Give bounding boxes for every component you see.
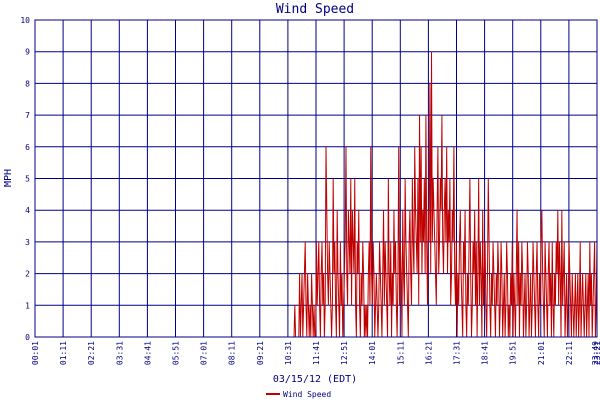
y-axis-label: MPH <box>3 169 14 187</box>
x-tick-label: 02:21 <box>87 341 96 365</box>
x-tick-label: 22:11 <box>565 341 574 365</box>
y-tick-label: 6 <box>25 143 30 152</box>
x-tick-label: 08:11 <box>228 341 237 365</box>
x-tick-label: 04:41 <box>143 341 152 365</box>
x-axis-ticks: 00:01 01:11 02:21 03:31 04:41 05:51 07:01 08:11… <box>31 341 600 365</box>
x-tick-label: 07:01 <box>200 341 209 365</box>
y-tick-label: 3 <box>25 238 30 247</box>
x-axis-label: 03/15/12 (EDT) <box>273 374 357 385</box>
x-tick-label: 11:41 <box>312 341 321 365</box>
x-tick-label: 12:51 <box>340 341 349 365</box>
x-tick-label: 00:01 <box>31 341 40 365</box>
x-tick-label: 01:11 <box>59 341 68 365</box>
x-tick-label: 05:51 <box>172 341 181 365</box>
y-tick-label: 8 <box>25 79 30 88</box>
x-tick-label: 16:21 <box>424 341 433 365</box>
x-tick-label: 23:21 <box>593 341 600 365</box>
y-tick-label: 0 <box>25 333 30 342</box>
plot-frame <box>34 19 598 338</box>
x-tick-label: 19:51 <box>509 341 518 365</box>
x-tick-label: 15:11 <box>396 341 405 365</box>
chart-title: Wind Speed <box>276 2 354 17</box>
x-tick-label: 03:31 <box>115 341 124 365</box>
x-tick-label: 10:31 <box>284 341 293 365</box>
y-tick-label: 9 <box>25 48 30 57</box>
y-tick-label: 2 <box>25 270 30 279</box>
x-tick-label: 09:21 <box>256 341 265 365</box>
y-tick-label: 7 <box>25 111 30 120</box>
y-tick-label: 5 <box>25 175 30 184</box>
y-axis-ticks: 0 1 2 3 4 5 6 7 8 9 10 <box>20 16 30 342</box>
x-tick-label: 18:41 <box>481 341 490 365</box>
x-tick-label: 17:31 <box>453 341 462 365</box>
y-tick-label: 10 <box>20 16 30 25</box>
y-tick-label: 4 <box>25 206 30 215</box>
x-tick-label: 14:01 <box>368 341 377 365</box>
x-tick-label: 23:49 <box>591 341 600 365</box>
legend-label: Wind Speed <box>283 390 331 399</box>
x-tick-label: 21:01 <box>537 341 546 365</box>
legend: Wind Speed <box>266 390 331 399</box>
y-tick-label: 1 <box>25 301 30 310</box>
